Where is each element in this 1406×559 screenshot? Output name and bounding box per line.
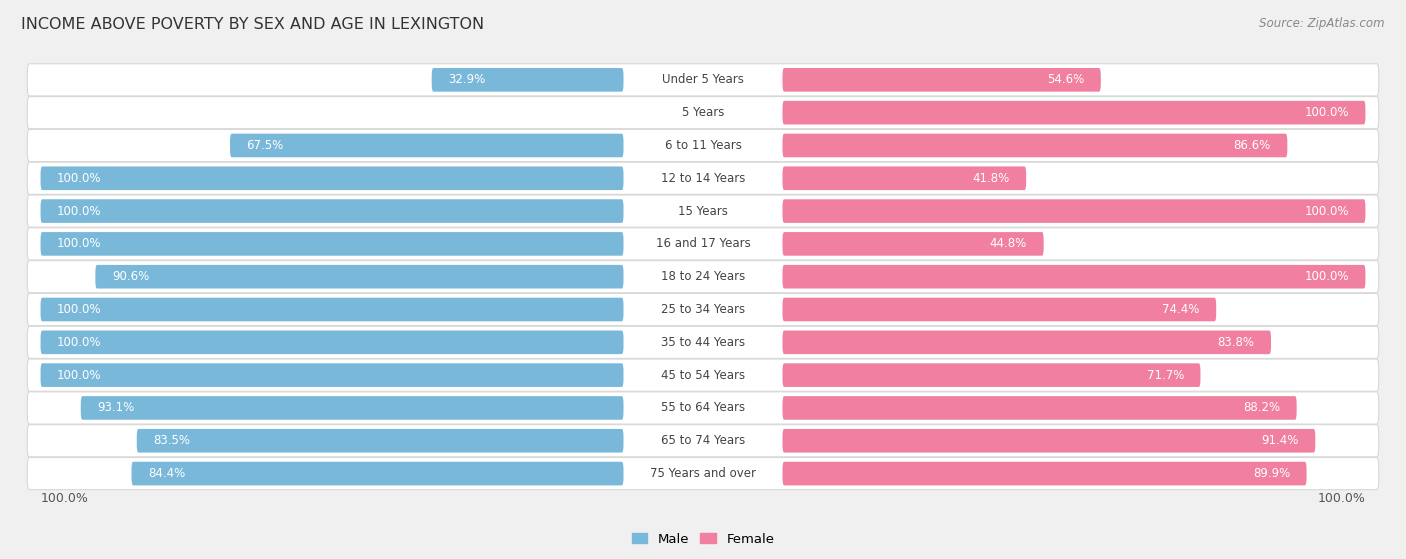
FancyBboxPatch shape	[27, 260, 1379, 293]
Text: 6 to 11 Years: 6 to 11 Years	[665, 139, 741, 152]
Text: 74.4%: 74.4%	[1163, 303, 1199, 316]
FancyBboxPatch shape	[783, 298, 1216, 321]
Text: 45 to 54 Years: 45 to 54 Years	[661, 368, 745, 382]
FancyBboxPatch shape	[41, 298, 623, 321]
FancyBboxPatch shape	[80, 396, 623, 420]
FancyBboxPatch shape	[231, 134, 623, 157]
Text: 86.6%: 86.6%	[1233, 139, 1271, 152]
FancyBboxPatch shape	[432, 68, 623, 92]
Text: 100.0%: 100.0%	[58, 205, 101, 217]
FancyBboxPatch shape	[783, 199, 1365, 223]
Text: 100.0%: 100.0%	[1305, 205, 1348, 217]
FancyBboxPatch shape	[783, 68, 1101, 92]
FancyBboxPatch shape	[783, 363, 1201, 387]
FancyBboxPatch shape	[41, 199, 623, 223]
FancyBboxPatch shape	[27, 228, 1379, 260]
FancyBboxPatch shape	[27, 195, 1379, 227]
Text: 55 to 64 Years: 55 to 64 Years	[661, 401, 745, 414]
Text: 5 Years: 5 Years	[682, 106, 724, 119]
Text: 100.0%: 100.0%	[58, 368, 101, 382]
FancyBboxPatch shape	[783, 232, 1043, 255]
Text: 100.0%: 100.0%	[58, 336, 101, 349]
Text: 91.4%: 91.4%	[1261, 434, 1299, 447]
Text: 93.1%: 93.1%	[97, 401, 135, 414]
FancyBboxPatch shape	[783, 167, 1026, 190]
FancyBboxPatch shape	[783, 396, 1296, 420]
Text: 67.5%: 67.5%	[246, 139, 284, 152]
Text: 12 to 14 Years: 12 to 14 Years	[661, 172, 745, 185]
Text: 100.0%: 100.0%	[58, 238, 101, 250]
FancyBboxPatch shape	[783, 330, 1271, 354]
FancyBboxPatch shape	[27, 64, 1379, 96]
Text: 100.0%: 100.0%	[1305, 106, 1348, 119]
FancyBboxPatch shape	[783, 429, 1315, 453]
Legend: Male, Female: Male, Female	[626, 527, 780, 551]
Text: 44.8%: 44.8%	[990, 238, 1028, 250]
FancyBboxPatch shape	[27, 129, 1379, 162]
Text: 100.0%: 100.0%	[58, 303, 101, 316]
FancyBboxPatch shape	[41, 167, 623, 190]
FancyBboxPatch shape	[96, 265, 623, 288]
FancyBboxPatch shape	[783, 134, 1288, 157]
FancyBboxPatch shape	[27, 359, 1379, 391]
Text: 100.0%: 100.0%	[1317, 492, 1365, 505]
FancyBboxPatch shape	[27, 293, 1379, 325]
FancyBboxPatch shape	[27, 326, 1379, 358]
Text: 83.5%: 83.5%	[153, 434, 190, 447]
FancyBboxPatch shape	[27, 392, 1379, 424]
Text: 41.8%: 41.8%	[973, 172, 1010, 185]
FancyBboxPatch shape	[132, 462, 623, 485]
Text: 65 to 74 Years: 65 to 74 Years	[661, 434, 745, 447]
Text: 84.4%: 84.4%	[148, 467, 186, 480]
Text: 16 and 17 Years: 16 and 17 Years	[655, 238, 751, 250]
Text: 90.6%: 90.6%	[112, 270, 149, 283]
Text: 25 to 34 Years: 25 to 34 Years	[661, 303, 745, 316]
Text: 83.8%: 83.8%	[1218, 336, 1254, 349]
FancyBboxPatch shape	[27, 425, 1379, 457]
Text: 35 to 44 Years: 35 to 44 Years	[661, 336, 745, 349]
Text: 71.7%: 71.7%	[1146, 368, 1184, 382]
FancyBboxPatch shape	[783, 265, 1365, 288]
FancyBboxPatch shape	[27, 162, 1379, 195]
Text: 18 to 24 Years: 18 to 24 Years	[661, 270, 745, 283]
Text: 88.2%: 88.2%	[1243, 401, 1279, 414]
FancyBboxPatch shape	[136, 429, 623, 453]
Text: 32.9%: 32.9%	[449, 73, 485, 86]
FancyBboxPatch shape	[783, 101, 1365, 125]
FancyBboxPatch shape	[41, 363, 623, 387]
FancyBboxPatch shape	[27, 457, 1379, 490]
FancyBboxPatch shape	[41, 330, 623, 354]
Text: 15 Years: 15 Years	[678, 205, 728, 217]
FancyBboxPatch shape	[27, 97, 1379, 129]
Text: Under 5 Years: Under 5 Years	[662, 73, 744, 86]
FancyBboxPatch shape	[41, 232, 623, 255]
FancyBboxPatch shape	[783, 462, 1306, 485]
Text: 100.0%: 100.0%	[58, 172, 101, 185]
Text: 100.0%: 100.0%	[41, 492, 89, 505]
Text: 89.9%: 89.9%	[1253, 467, 1289, 480]
Text: 54.6%: 54.6%	[1047, 73, 1084, 86]
Text: INCOME ABOVE POVERTY BY SEX AND AGE IN LEXINGTON: INCOME ABOVE POVERTY BY SEX AND AGE IN L…	[21, 17, 484, 32]
Text: 75 Years and over: 75 Years and over	[650, 467, 756, 480]
Text: Source: ZipAtlas.com: Source: ZipAtlas.com	[1260, 17, 1385, 30]
Text: 100.0%: 100.0%	[1305, 270, 1348, 283]
